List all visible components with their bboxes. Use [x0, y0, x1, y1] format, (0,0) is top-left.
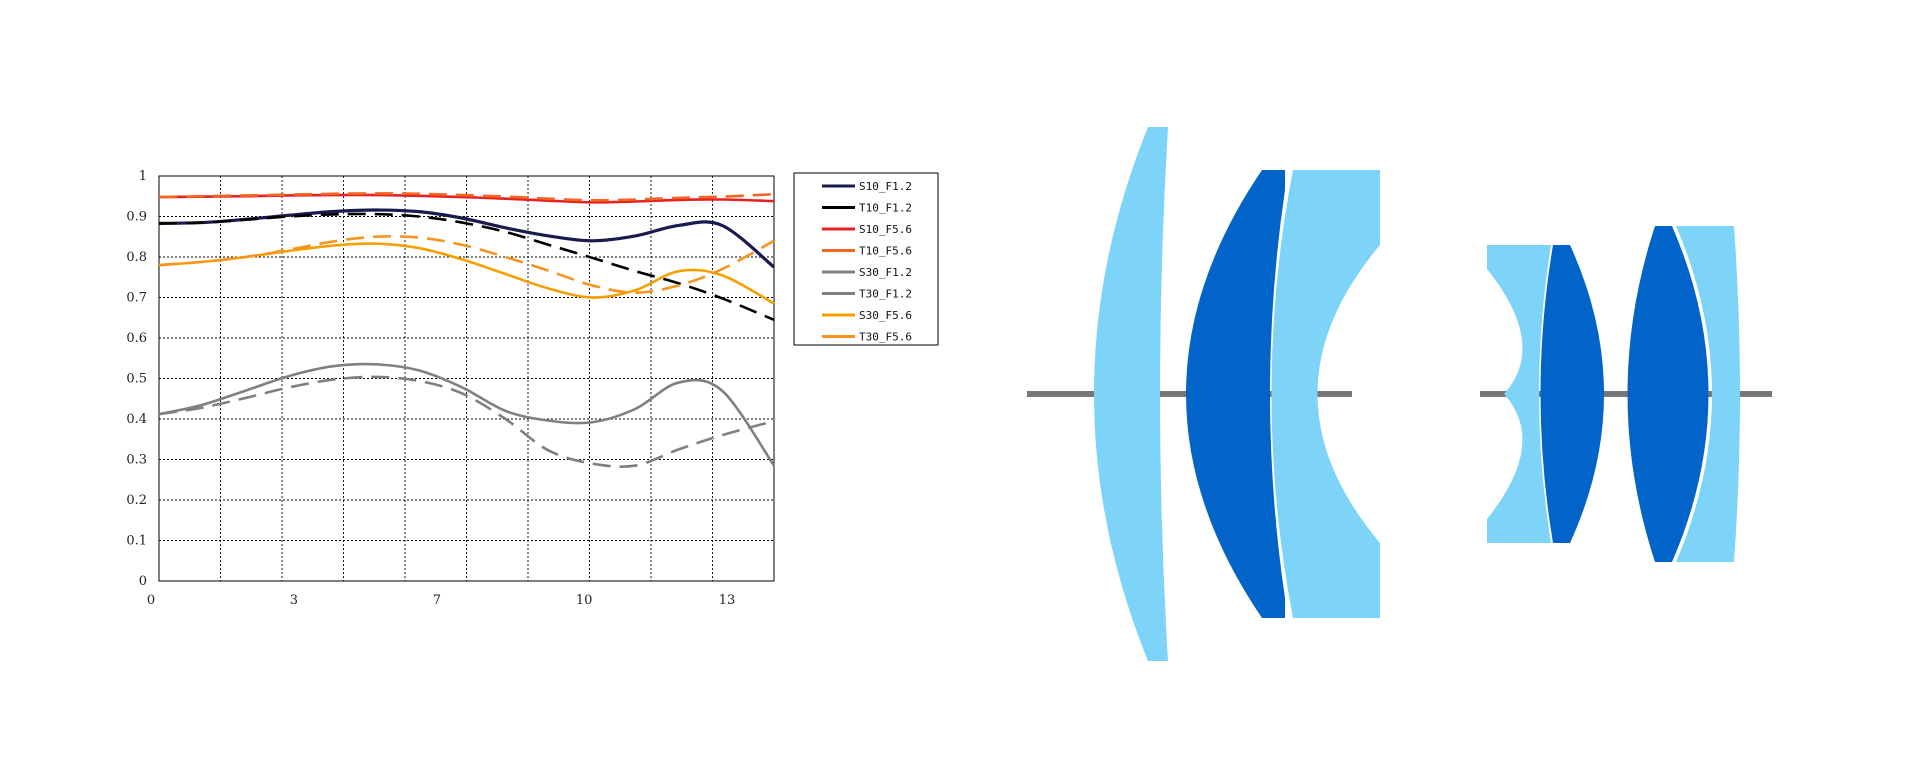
legend-label: T30_F1.2: [859, 288, 912, 301]
lens-element-4: [1487, 245, 1551, 543]
y-axis-tick-labels: 0 0.1 0.2 0.3 0.4 0.5 0.6 0.7 0.8 0.9 1: [126, 169, 147, 589]
series-lines: [158, 192, 776, 468]
legend-items: S10_F1.2 T10_F1.2 S10_F5.6 T10_F5.6 S30_F1.2…: [822, 180, 912, 344]
y-tick-label: 0.3: [126, 453, 147, 468]
series-line-s10-f1-2: [158, 208, 776, 269]
legend-label: S10_F5.6: [859, 223, 912, 236]
y-tick-label: 0.4: [126, 412, 147, 427]
legend-label: T10_F5.6: [859, 245, 912, 258]
y-tick-label: 0: [139, 574, 147, 589]
y-tick-label: 0.7: [126, 291, 147, 306]
y-tick-label: 0.5: [126, 372, 147, 387]
legend-label: T10_F1.2: [859, 202, 912, 215]
legend-label: S30_F5.6: [859, 309, 912, 322]
series-line-t10-f5-6: [158, 192, 775, 202]
series-line-s10-f5-6: [158, 193, 775, 204]
x-axis-tick-labels: 0 3 7 10 13: [147, 593, 735, 608]
grid-lines: [159, 176, 774, 581]
y-tick-label: 0.6: [126, 331, 147, 346]
lens-diagram: [1027, 127, 1772, 661]
x-tick-label: 3: [290, 593, 298, 608]
x-tick-label: 10: [576, 593, 593, 608]
legend-label: T30_F5.6: [859, 331, 912, 344]
y-tick-label: 1: [139, 169, 147, 184]
lens-element-3: [1271, 170, 1380, 618]
lens-element-5: [1540, 245, 1604, 543]
legend-box: [793, 172, 939, 346]
series-line-t30-f5-6: [158, 235, 775, 294]
mtf-chart: 0 0.1 0.2 0.3 0.4 0.5 0.6 0.7 0.8 0.9 1 0 3 7 10 13: [126, 169, 776, 608]
y-tick-label: 0.8: [126, 250, 147, 265]
lens-element-7: [1676, 226, 1740, 562]
y-tick-label: 0.1: [126, 534, 147, 549]
series-line-s30-f5-6: [158, 242, 775, 305]
lens-element-1: [1094, 127, 1168, 661]
series-line-t10-f1-2: [158, 212, 775, 321]
y-tick-label: 0.2: [126, 493, 147, 508]
x-tick-label: 7: [433, 593, 441, 608]
legend-label: S30_F1.2: [859, 266, 912, 279]
y-tick-label: 0.9: [126, 210, 147, 225]
chart-legend: S10_F1.2 T10_F1.2 S10_F5.6 T10_F5.6 S30_F1.2…: [793, 172, 939, 346]
legend-label: S10_F1.2: [859, 180, 912, 193]
series-line-t30-f1-2: [158, 375, 775, 468]
x-tick-label: 0: [147, 593, 155, 608]
series-line-s30-f1-2: [158, 362, 776, 467]
lens-element-6: [1627, 226, 1709, 562]
lens-element-2: [1186, 170, 1285, 618]
x-tick-label: 13: [719, 593, 736, 608]
